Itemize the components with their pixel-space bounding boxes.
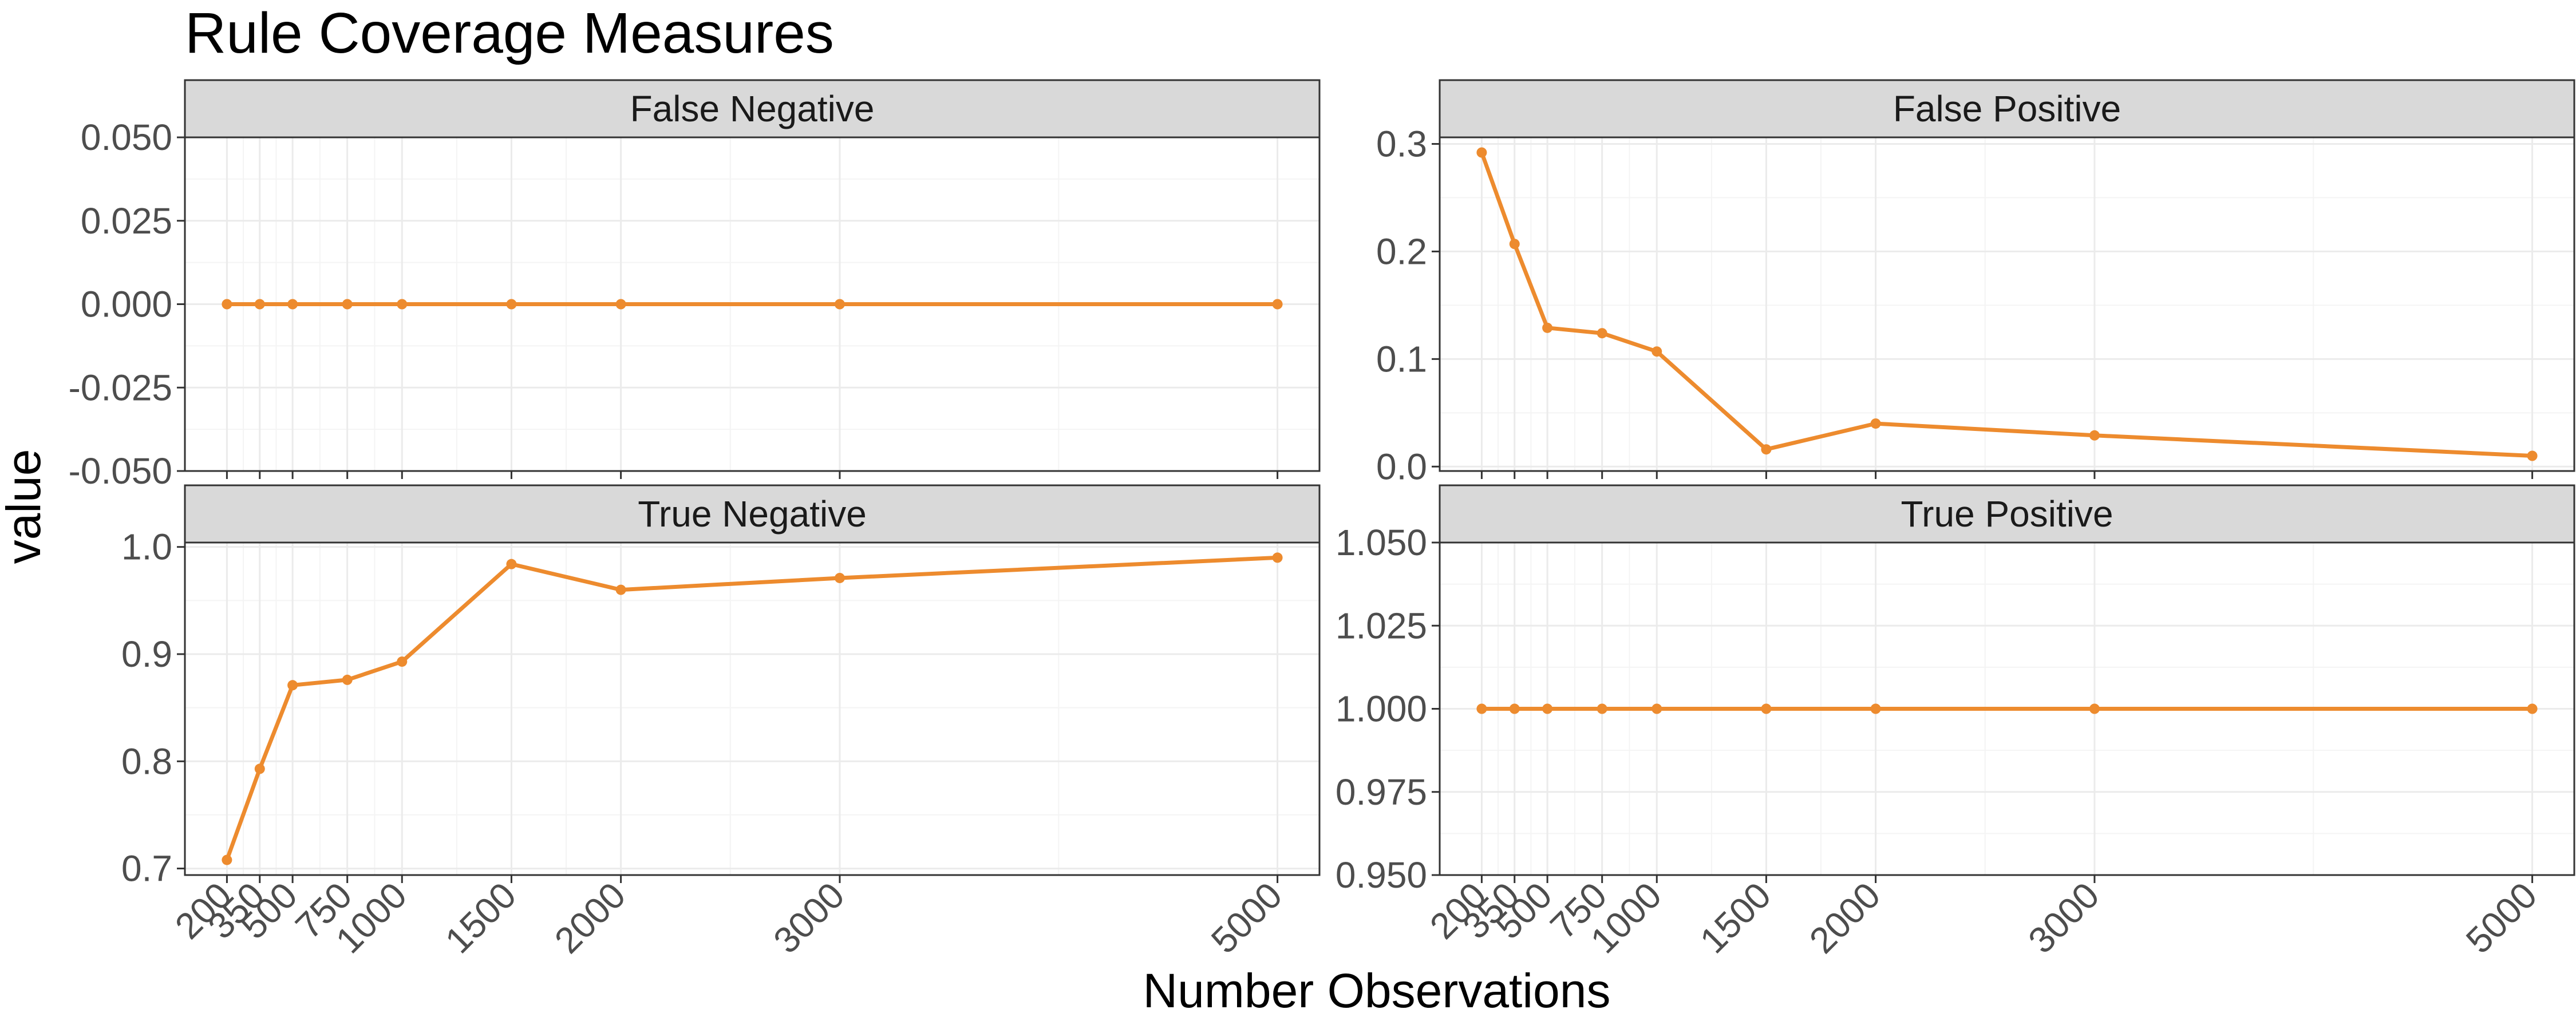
data-point bbox=[2089, 430, 2100, 441]
y-tick-label: 0.9 bbox=[121, 634, 172, 675]
facet-strip-label: False Positive bbox=[1893, 88, 2121, 129]
data-point bbox=[506, 299, 517, 310]
y-tick-label: 1.0 bbox=[121, 527, 172, 568]
y-tick-label: 0.1 bbox=[1376, 338, 1427, 379]
panel-background bbox=[1440, 137, 2574, 471]
data-point bbox=[615, 584, 626, 595]
y-tick-label: 1.000 bbox=[1336, 688, 1427, 730]
x-tick-label: 5000 bbox=[2458, 874, 2545, 961]
data-point bbox=[254, 299, 265, 310]
y-tick-label: 0.3 bbox=[1376, 123, 1427, 164]
data-point bbox=[397, 656, 408, 667]
facet-strip bbox=[1439, 79, 2575, 138]
data-point bbox=[254, 763, 265, 774]
y-tick-label: 1.050 bbox=[1336, 522, 1427, 563]
data-point bbox=[222, 854, 232, 865]
x-tick-label: 5000 bbox=[1203, 874, 1290, 961]
facet-strip bbox=[1439, 484, 2575, 544]
x-tick-label: 3000 bbox=[2020, 874, 2107, 961]
data-point bbox=[1542, 322, 1553, 333]
data-point bbox=[1870, 703, 1881, 714]
data-point bbox=[615, 299, 626, 310]
data-point bbox=[834, 572, 845, 583]
data-point bbox=[1597, 703, 1607, 714]
facet-strip bbox=[184, 79, 1321, 138]
data-point bbox=[397, 299, 408, 310]
y-tick-label: 0.950 bbox=[1336, 854, 1427, 896]
y-tick-label: -0.025 bbox=[69, 367, 172, 408]
y-tick-label: 0.025 bbox=[81, 200, 172, 242]
data-point bbox=[1509, 239, 1520, 250]
data-point bbox=[1509, 703, 1520, 714]
y-tick-label: 0.0 bbox=[1376, 446, 1427, 487]
y-tick-label: -0.050 bbox=[69, 450, 172, 492]
data-point bbox=[1652, 346, 1662, 357]
facet-strip-label: True Positive bbox=[1901, 493, 2113, 535]
x-axis-title: Number Observations bbox=[1143, 964, 1611, 1018]
x-tick-label: 3000 bbox=[765, 874, 852, 961]
data-point bbox=[287, 680, 298, 691]
y-tick-label: 0.000 bbox=[81, 284, 172, 325]
y-tick-label: 0.7 bbox=[121, 848, 172, 889]
x-tick-label: 1500 bbox=[1692, 874, 1779, 961]
data-point bbox=[1597, 328, 1607, 339]
data-point bbox=[222, 299, 232, 310]
data-point bbox=[1476, 703, 1487, 714]
data-point bbox=[2527, 703, 2538, 714]
facet-panel: True Positive 0.950 0.975 1.000 1.025 1.050 20… bbox=[1336, 484, 2575, 961]
y-axis-title: value bbox=[0, 449, 50, 564]
facet-panel: True Negative0.70.80.91.0200350500750100… bbox=[121, 484, 1321, 961]
data-point bbox=[342, 674, 353, 685]
facet-panels: False Negative-0.050-0.0250.0000.0250.05… bbox=[69, 79, 2575, 961]
data-point bbox=[342, 299, 353, 310]
data-point bbox=[1476, 147, 1487, 158]
x-tick-label: 2000 bbox=[547, 874, 634, 961]
y-tick-label: 0.050 bbox=[81, 117, 172, 158]
data-point bbox=[2527, 450, 2538, 461]
x-tick-label: 2000 bbox=[1801, 874, 1888, 961]
data-point bbox=[1870, 418, 1881, 429]
data-point bbox=[1272, 552, 1283, 563]
facet-panel: False Positive 0.0 0.1 0.2 0.3 bbox=[1376, 79, 2575, 487]
facet-strip-label: True Negative bbox=[638, 493, 867, 535]
y-tick-label: 0.2 bbox=[1376, 231, 1427, 272]
data-point bbox=[1652, 703, 1662, 714]
data-point bbox=[834, 299, 845, 310]
data-point bbox=[1542, 703, 1553, 714]
facet-strip bbox=[184, 484, 1321, 544]
data-point bbox=[1761, 703, 1772, 714]
y-tick-label: 0.8 bbox=[121, 741, 172, 782]
facet-panel: False Negative -0.050 -0.025 0.000 0.025 0.05… bbox=[69, 79, 1321, 492]
panel-background bbox=[185, 543, 1319, 875]
x-tick-label: 1500 bbox=[437, 874, 524, 961]
data-point bbox=[1272, 299, 1283, 310]
y-tick-label: 1.025 bbox=[1336, 605, 1427, 646]
data-point bbox=[287, 299, 298, 310]
chart-title: Rule Coverage Measures bbox=[185, 1, 834, 65]
data-point bbox=[2089, 703, 2100, 714]
y-tick-label: 0.975 bbox=[1336, 771, 1427, 813]
data-point bbox=[506, 559, 517, 569]
data-point bbox=[1761, 444, 1772, 455]
facet-strip-label: False Negative bbox=[630, 88, 875, 129]
